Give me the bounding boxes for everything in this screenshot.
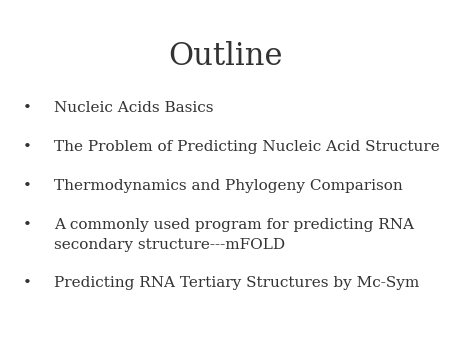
Text: Thermodynamics and Phylogeny Comparison: Thermodynamics and Phylogeny Comparison: [54, 179, 403, 193]
Text: Outline: Outline: [168, 41, 282, 72]
Text: •: •: [22, 218, 32, 232]
Text: •: •: [22, 179, 32, 193]
Text: •: •: [22, 140, 32, 154]
Text: A commonly used program for predicting RNA: A commonly used program for predicting R…: [54, 218, 414, 232]
Text: Predicting RNA Tertiary Structures by Mc-Sym: Predicting RNA Tertiary Structures by Mc…: [54, 276, 419, 290]
Text: secondary structure---mFOLD: secondary structure---mFOLD: [54, 238, 285, 251]
Text: •: •: [22, 101, 32, 115]
Text: Nucleic Acids Basics: Nucleic Acids Basics: [54, 101, 213, 115]
Text: •: •: [22, 276, 32, 290]
Text: The Problem of Predicting Nucleic Acid Structure: The Problem of Predicting Nucleic Acid S…: [54, 140, 440, 154]
